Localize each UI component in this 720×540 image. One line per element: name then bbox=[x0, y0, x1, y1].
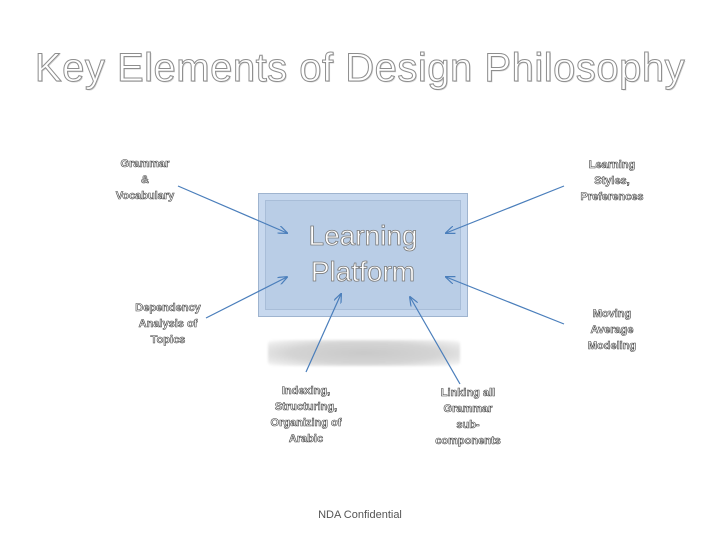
node-line: Modeling bbox=[587, 340, 637, 353]
node-dependency-analysis: Dependency Analysis of Topics bbox=[118, 300, 218, 348]
node-linking-grammar: Linking all Grammar sub- components bbox=[418, 385, 518, 449]
node-line: & bbox=[141, 174, 150, 187]
node-line: Preferences bbox=[580, 191, 644, 204]
node-line: sub- bbox=[456, 419, 480, 432]
node-line: Moving bbox=[592, 308, 632, 321]
node-line: Styles, bbox=[594, 175, 630, 188]
node-line: Linking all bbox=[440, 387, 496, 400]
node-line: Structuring, bbox=[274, 401, 338, 414]
node-grammar-vocabulary: Grammar & Vocabulary bbox=[100, 156, 190, 204]
arrow-linking-grammar bbox=[410, 297, 461, 385]
learning-platform-label: Learning Platform bbox=[259, 218, 467, 290]
node-line: Indexing, bbox=[281, 385, 331, 398]
node-line: Topics bbox=[150, 334, 186, 347]
arrow-learning-styles bbox=[446, 185, 565, 233]
node-line: Learning bbox=[588, 159, 636, 172]
node-line: Vocabulary bbox=[115, 190, 175, 203]
node-line: Dependency bbox=[135, 302, 201, 315]
node-moving-average: Moving Average Modeling bbox=[567, 306, 657, 354]
node-line: components bbox=[435, 435, 501, 448]
arrow-indexing bbox=[305, 294, 341, 373]
platform-label-line2: Platform bbox=[310, 256, 416, 288]
platform-label-line1: Learning bbox=[308, 220, 418, 252]
footer-confidential: NDA Confidential bbox=[318, 509, 402, 521]
node-indexing: Indexing, Structuring, Organizing of Ara… bbox=[256, 383, 356, 447]
node-learning-styles: Learning Styles, Preferences bbox=[567, 157, 657, 205]
learning-platform-box: Learning Platform bbox=[258, 193, 468, 317]
node-line: Arabic bbox=[288, 433, 324, 446]
node-line: Grammar bbox=[443, 403, 493, 416]
node-line: Analysis of bbox=[138, 318, 198, 331]
arrow-moving-average bbox=[446, 277, 565, 325]
arrow-dependency-analysis bbox=[205, 277, 287, 319]
node-line: Grammar bbox=[120, 158, 170, 171]
arrow-grammar-vocabulary bbox=[177, 185, 287, 233]
node-line: Organizing of bbox=[270, 417, 342, 430]
platform-reflection bbox=[268, 340, 460, 366]
page-title: Key Elements of Design Philosophy bbox=[34, 46, 686, 91]
node-line: Average bbox=[590, 324, 634, 337]
